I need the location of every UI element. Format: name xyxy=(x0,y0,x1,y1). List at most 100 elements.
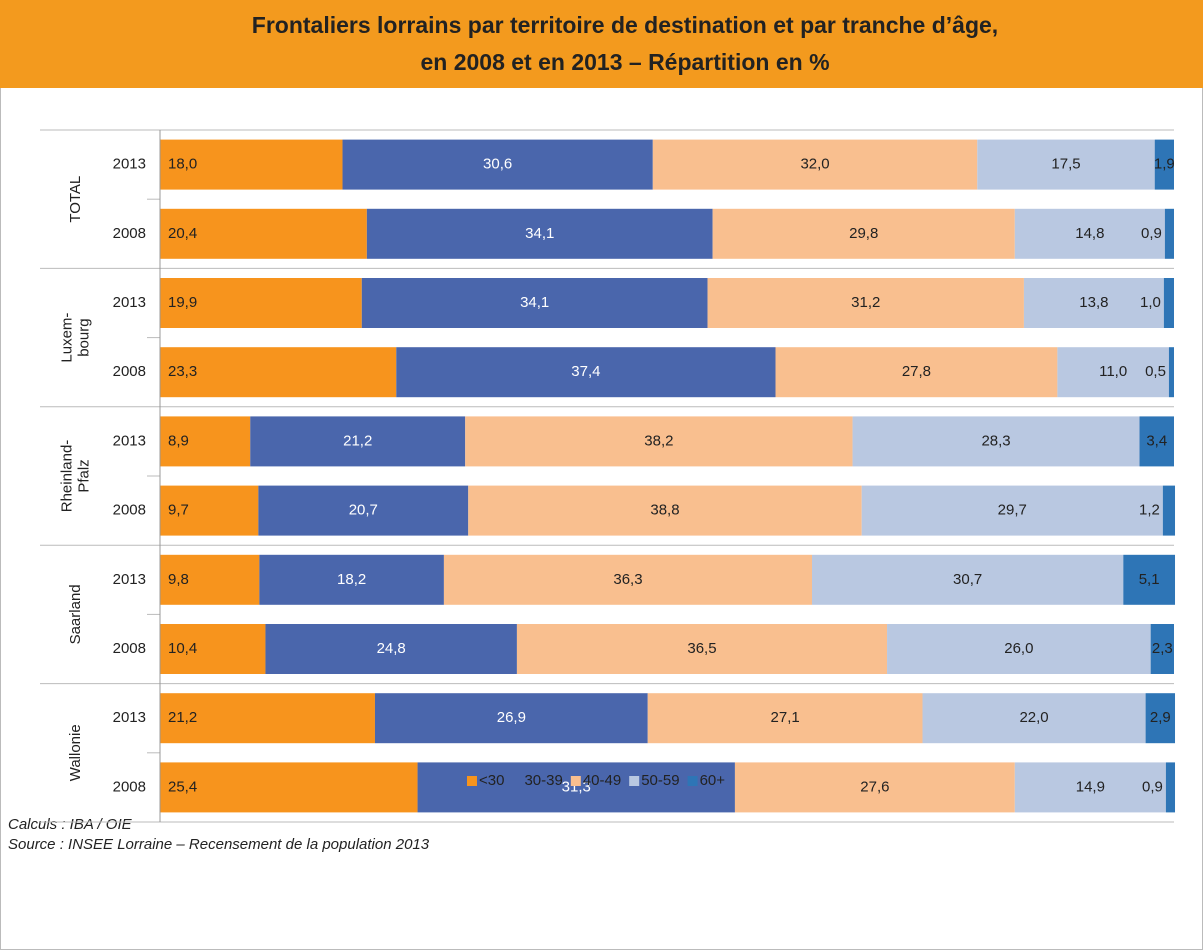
value-label: 0,9 xyxy=(1141,225,1162,242)
value-label: 36,3 xyxy=(613,571,642,588)
value-label: 24,8 xyxy=(377,640,406,657)
group-label-text: Luxem- xyxy=(58,313,75,363)
group-label-text: Saarland xyxy=(67,584,84,644)
bar-segment xyxy=(160,485,259,536)
value-label: 5,1 xyxy=(1139,571,1160,588)
value-label: 1,2 xyxy=(1139,502,1160,519)
legend-swatch xyxy=(512,776,523,786)
bar-segment xyxy=(468,485,862,536)
value-label: 31,3 xyxy=(562,778,591,795)
bar-segment xyxy=(1150,624,1174,674)
value-label: 21,2 xyxy=(168,709,197,726)
bar-segment xyxy=(250,416,466,467)
bar-segment xyxy=(259,554,444,605)
bar-segment xyxy=(922,693,1146,744)
bar-segment xyxy=(366,208,713,259)
value-label: 27,8 xyxy=(902,363,931,380)
bar-segment xyxy=(1168,347,1174,398)
bar-segment xyxy=(465,416,853,467)
value-label: 29,7 xyxy=(998,502,1027,519)
bar-segment xyxy=(812,554,1124,605)
group-label: Luxem-bourg xyxy=(58,313,92,363)
y-tick-label: 2013 xyxy=(113,709,146,726)
bar-segment xyxy=(1023,278,1164,328)
bar-segment xyxy=(1057,347,1169,398)
legend-label: 30-39 xyxy=(524,772,562,789)
value-label: 14,8 xyxy=(1075,225,1104,242)
value-label: 8,9 xyxy=(168,432,189,449)
bar-segment xyxy=(160,762,418,813)
legend-swatch xyxy=(466,776,477,786)
bar-segment xyxy=(1164,208,1174,259)
bar-segment xyxy=(160,208,367,259)
legend-swatch xyxy=(687,776,698,786)
value-label: 22,0 xyxy=(1019,709,1048,726)
value-label: 13,8 xyxy=(1079,294,1108,311)
legend: <30 30-39 40-49 50-59 60+ xyxy=(466,772,726,789)
y-tick-label: 2013 xyxy=(113,156,146,173)
bar-segment xyxy=(443,554,813,605)
value-label: 37,4 xyxy=(571,363,600,380)
group-label-text: Wallonie xyxy=(67,724,84,781)
note: Source : INSEE Lorraine – Recensement de… xyxy=(8,836,430,853)
value-label: 32,0 xyxy=(800,156,829,173)
bar-segment xyxy=(160,554,260,605)
legend-swatch xyxy=(629,776,640,786)
bar-segment xyxy=(160,416,251,467)
bar-segment xyxy=(160,139,343,190)
y-tick-label: 2013 xyxy=(113,294,146,311)
note: Calculs : IBA / OIE xyxy=(8,816,133,833)
bar-segment xyxy=(1123,554,1176,605)
value-label: 17,5 xyxy=(1051,156,1080,173)
y-tick-label: 2013 xyxy=(113,432,146,449)
value-label: 21,2 xyxy=(343,432,372,449)
value-label: 23,3 xyxy=(168,363,197,380)
value-label: 34,1 xyxy=(520,294,549,311)
chart-title: Frontaliers lorrains par territoire de d… xyxy=(252,12,998,38)
legend-swatch xyxy=(570,776,581,786)
chart-title: en 2008 et en 2013 – Répartition en % xyxy=(420,49,829,75)
bar-segment xyxy=(712,208,1015,259)
value-label: 3,4 xyxy=(1146,432,1167,449)
value-label: 38,8 xyxy=(650,502,679,519)
value-label: 9,8 xyxy=(168,571,189,588)
value-label: 10,4 xyxy=(168,640,197,657)
bar-segment xyxy=(887,624,1151,674)
legend-label: 50-59 xyxy=(641,772,679,789)
y-tick-label: 2008 xyxy=(113,502,146,519)
value-label: 0,9 xyxy=(1142,778,1163,795)
bar-segment xyxy=(396,347,776,398)
y-tick-label: 2008 xyxy=(113,225,146,242)
group-label-text: Pfalz xyxy=(75,459,92,492)
group-label-text: Rheinland- xyxy=(58,440,75,513)
value-label: 9,7 xyxy=(168,502,189,519)
bar-segment xyxy=(342,139,653,190)
bar-segment xyxy=(707,278,1024,328)
value-label: 34,1 xyxy=(525,225,554,242)
bar-segment xyxy=(647,693,923,744)
bar-segment xyxy=(160,693,375,744)
value-label: 38,2 xyxy=(644,432,673,449)
bar-segment xyxy=(160,624,266,674)
group-label-text: bourg xyxy=(75,318,92,356)
bar-segment xyxy=(852,416,1140,467)
y-tick-label: 2008 xyxy=(113,363,146,380)
bar-segment xyxy=(977,139,1155,190)
y-tick-label: 2008 xyxy=(113,640,146,657)
value-label: 30,7 xyxy=(953,571,982,588)
bar-segment xyxy=(417,762,735,813)
value-label: 27,1 xyxy=(771,709,800,726)
value-label: 18,2 xyxy=(337,571,366,588)
bar-segment xyxy=(775,347,1058,398)
bar-segment xyxy=(1165,762,1176,813)
bar-segment xyxy=(160,347,397,398)
bar-segment xyxy=(160,278,362,328)
value-label: 29,8 xyxy=(849,225,878,242)
bar-segment xyxy=(734,762,1015,813)
bar-segment xyxy=(374,693,648,744)
y-tick-label: 2013 xyxy=(113,571,146,588)
legend-label: 60+ xyxy=(700,772,726,789)
title-band xyxy=(0,0,1203,88)
value-label: 19,9 xyxy=(168,294,197,311)
value-label: 20,7 xyxy=(349,502,378,519)
